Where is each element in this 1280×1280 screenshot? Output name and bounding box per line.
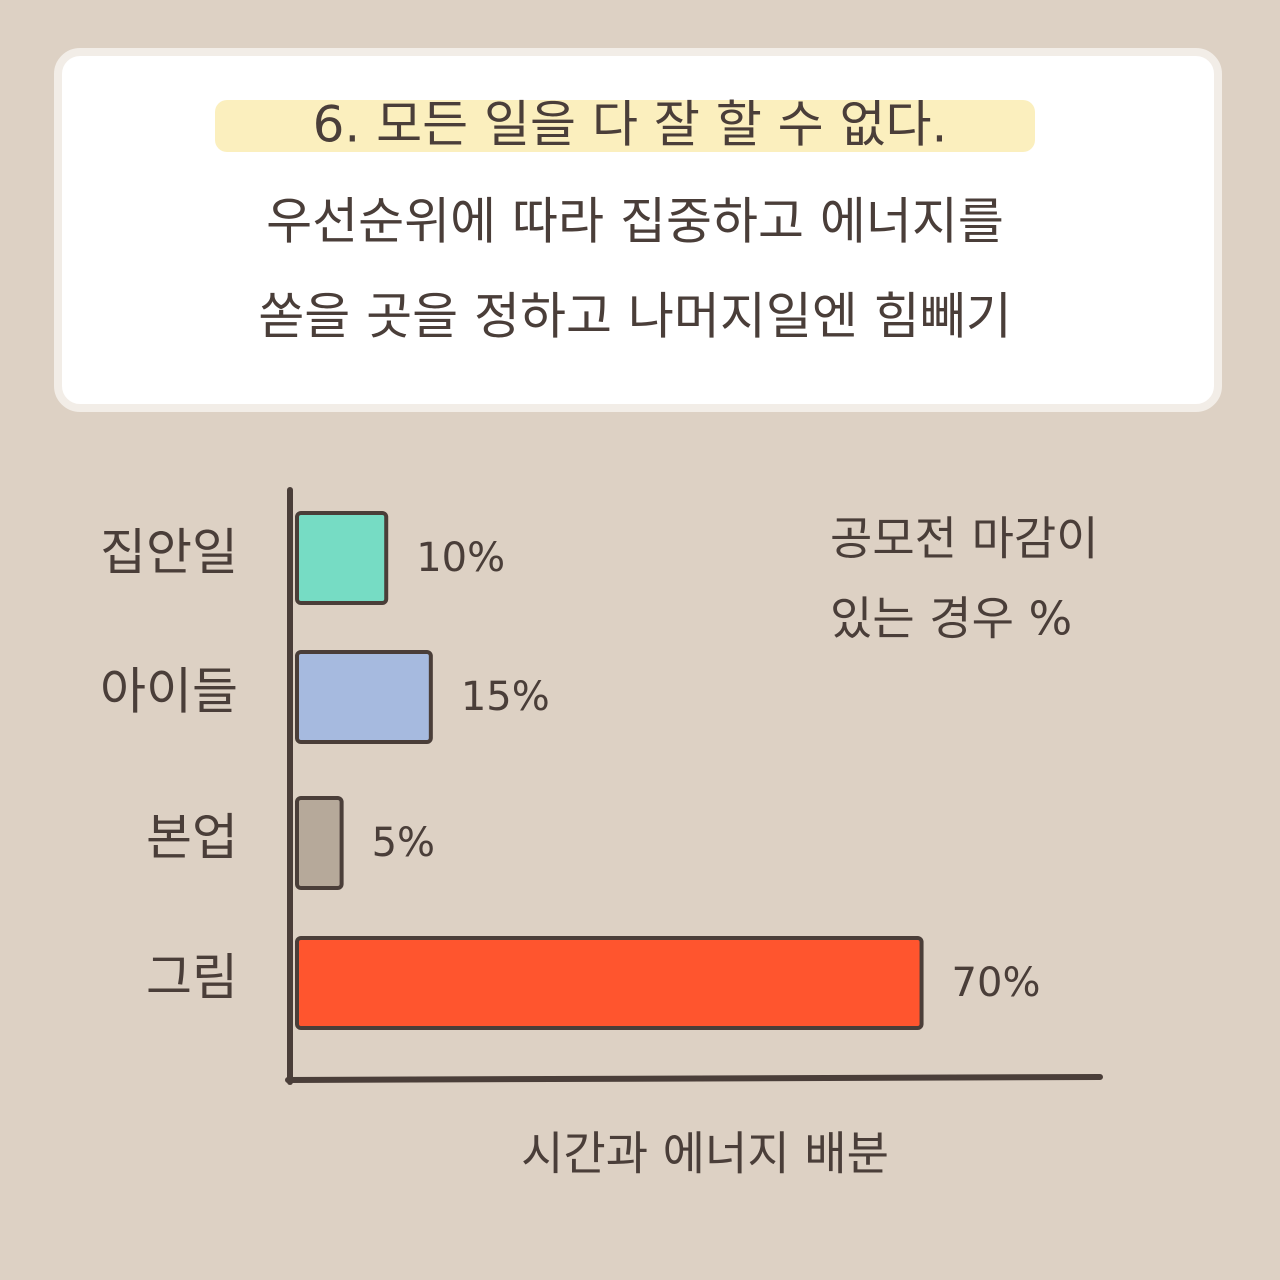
annotation: 공모전 마감이 — [830, 512, 1099, 566]
title-highlight — [215, 100, 1035, 152]
bar — [295, 796, 344, 890]
x-axis-label: 시간과 에너지 배분 — [521, 1127, 889, 1181]
y-tick-label: 그림 — [146, 949, 238, 1007]
y-tick-label: 집안일 — [100, 524, 238, 582]
value-label: 10% — [416, 535, 505, 581]
annotation: 있는 경우 % — [830, 592, 1072, 646]
bar — [295, 936, 924, 1030]
subtitle: 쏟을 곳을 정하고 나머지일엔 힘빼기 — [258, 288, 1012, 346]
y-tick-label: 아이들 — [100, 663, 238, 721]
bar — [295, 650, 433, 744]
chart-title: 6. 모든 일을 다 잘 할 수 없다. — [313, 96, 948, 154]
x-axis — [285, 1074, 1103, 1083]
subtitle: 우선순위에 따라 집중하고 에너지를 — [266, 193, 1004, 251]
bar — [295, 511, 389, 605]
y-tick-label: 본업 — [146, 809, 238, 867]
value-label: 70% — [952, 960, 1041, 1006]
value-label: 5% — [372, 820, 435, 866]
value-label: 15% — [461, 674, 550, 720]
